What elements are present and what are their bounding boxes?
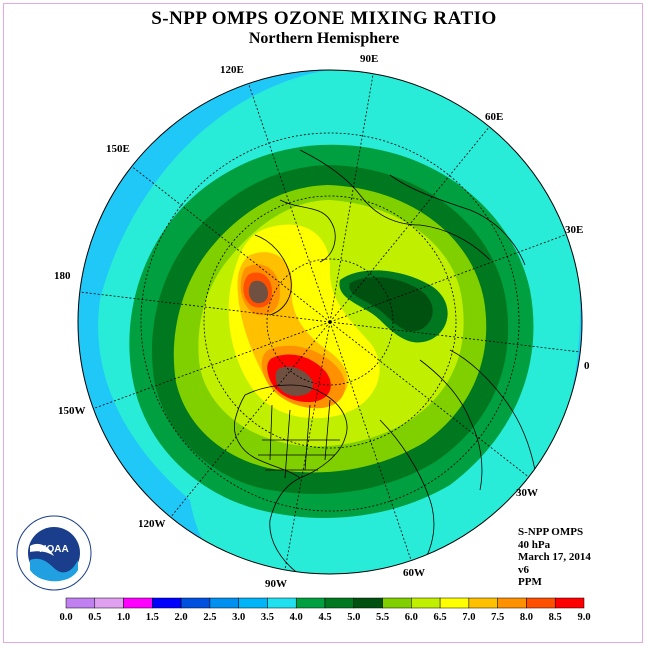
info-version: v6 bbox=[518, 563, 529, 576]
colorbar-segment bbox=[209, 597, 239, 609]
lon-label-30w: 30W bbox=[516, 487, 538, 499]
colorbar-tick-label: 8.0 bbox=[520, 612, 533, 623]
colorbar-segment bbox=[295, 597, 326, 609]
colorbar-segment bbox=[497, 597, 527, 609]
band-9.0-west bbox=[248, 280, 268, 304]
colorbar-tick-label: 3.5 bbox=[261, 612, 274, 623]
colorbar-tick-label: 0.0 bbox=[59, 612, 72, 623]
colorbar-segment bbox=[439, 597, 470, 609]
colorbar-tick-label: 3.0 bbox=[232, 612, 245, 623]
ozone-field bbox=[78, 70, 582, 574]
colorbar-tick-label: 2.5 bbox=[203, 612, 216, 623]
colorbar-segment bbox=[94, 597, 124, 609]
colorbar-tick-label: 5.0 bbox=[347, 612, 360, 623]
colorbar-segment bbox=[382, 597, 412, 609]
colorbar-segment bbox=[152, 597, 182, 609]
lon-label-150e: 150E bbox=[106, 143, 130, 155]
page-title: S-NPP OMPS OZONE MIXING RATIO bbox=[151, 8, 497, 29]
colorbar-segment bbox=[65, 597, 96, 609]
lon-label-90e: 90E bbox=[360, 53, 378, 65]
colorbar-tick-label: 1.5 bbox=[146, 612, 159, 623]
page-frame bbox=[3, 3, 643, 643]
colorbar-segment bbox=[353, 597, 383, 609]
colorbar-tick-label: 8.5 bbox=[549, 612, 562, 623]
noaa-logo-text: NOAA bbox=[39, 544, 68, 555]
colorbar-segment bbox=[180, 597, 211, 609]
info-level: 40 hPa bbox=[518, 538, 551, 551]
colorbar-tick-label: 9.0 bbox=[577, 612, 590, 623]
colorbar-segment bbox=[123, 597, 153, 609]
colorbar-segment bbox=[468, 597, 498, 609]
graticule bbox=[79, 70, 581, 571]
colorbar-segment bbox=[238, 597, 268, 609]
colorbar-tick-label: 7.0 bbox=[462, 612, 475, 623]
colorbar-segment bbox=[411, 597, 441, 609]
info-units: PPM bbox=[518, 576, 542, 588]
colorbar-segment bbox=[267, 597, 297, 609]
lon-label-120e: 120E bbox=[220, 64, 244, 76]
band-9.0-south bbox=[275, 366, 314, 396]
band-5.0-lobe bbox=[349, 277, 433, 332]
colorbar-tick-label: 6.0 bbox=[405, 612, 418, 623]
colorbar-tick-label: 1.0 bbox=[117, 612, 130, 623]
noaa-logo: NOAA bbox=[16, 515, 92, 591]
colorbar-tick-label: 4.0 bbox=[290, 612, 303, 623]
colorbar-tick-label: 7.5 bbox=[491, 612, 504, 623]
colorbar-segment bbox=[324, 597, 355, 609]
info-instrument: S-NPP OMPS bbox=[518, 526, 584, 538]
lon-label-60w: 60W bbox=[403, 567, 425, 579]
info-date: March 17, 2014 bbox=[518, 551, 591, 563]
page-subtitle: Northern Hemisphere bbox=[248, 30, 400, 47]
lon-label-0: 0 bbox=[584, 360, 590, 372]
info-block: S-NPP OMPS 40 hPa March 17, 2014 v6 PPM bbox=[518, 526, 591, 589]
lon-label-150w: 150W bbox=[58, 405, 86, 417]
lon-label-120w: 120W bbox=[138, 518, 166, 530]
lon-label-90w: 90W bbox=[265, 578, 287, 590]
colorbar-segment bbox=[554, 597, 585, 609]
map-border bbox=[77, 69, 583, 575]
lon-label-30e: 30E bbox=[565, 224, 583, 236]
colorbar-tick-label: 6.5 bbox=[434, 612, 447, 623]
colorbar-tick-label: 5.5 bbox=[376, 612, 389, 623]
colorbar: 0.0 0.5 1.0 1.5 2.0 2.5 3.0 3.5 4.0 4.5 5.0 5.5 6.0 6… bbox=[59, 597, 591, 623]
colorbar-tick-label: 0.5 bbox=[88, 612, 101, 623]
colorbar-tick-label: 2.0 bbox=[175, 612, 188, 623]
colorbar-segment bbox=[526, 597, 556, 609]
lon-label-180: 180 bbox=[54, 270, 71, 282]
colorbar-tick-label: 4.5 bbox=[318, 612, 331, 623]
lon-label-60e: 60E bbox=[485, 111, 503, 123]
